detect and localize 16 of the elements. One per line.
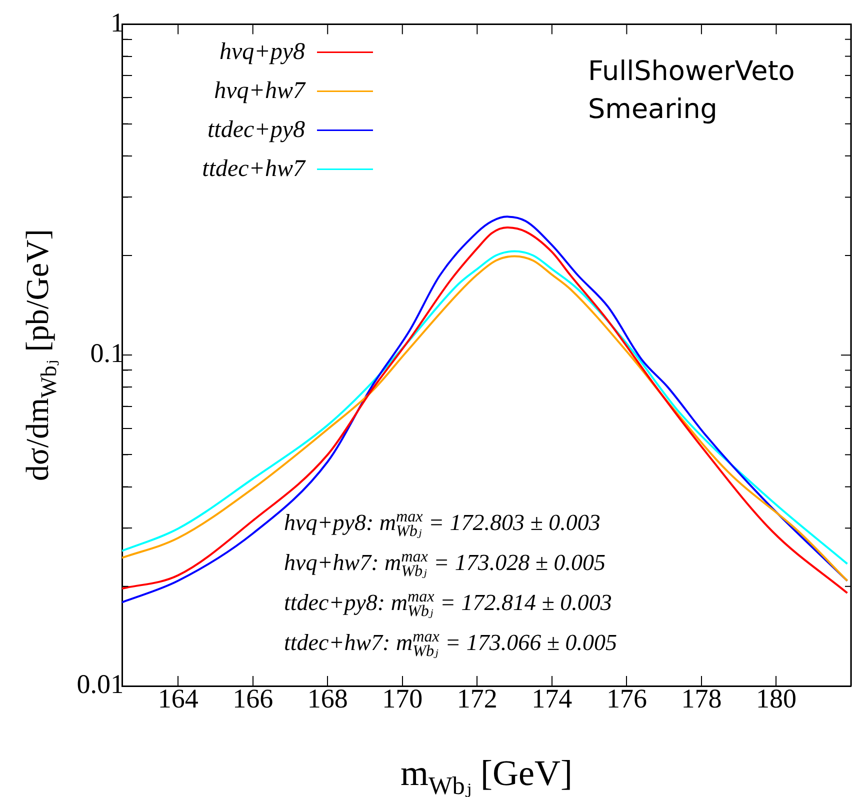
legend-label: ttdec+py8 (208, 117, 306, 144)
x-tick-label: 168 (307, 683, 348, 714)
x-tick-label: 172 (456, 683, 498, 714)
x-tick-label: 164 (158, 683, 199, 714)
annotation: Smearing (588, 94, 718, 125)
legend-label: ttdec+hw7 (202, 156, 306, 182)
legend-label: hvq+py8 (220, 39, 305, 66)
x-tick-label: 166 (232, 683, 274, 714)
annotation: FullShowerVeto (588, 56, 795, 87)
x-tick-label: 180 (756, 683, 796, 714)
x-tick-label: 178 (681, 683, 722, 714)
x-tick-label: 176 (606, 683, 647, 714)
x-tick-label: 174 (532, 683, 573, 714)
y-axis-title: dσ/dmWbⱼ [pb/GeV] (19, 229, 61, 482)
legend-label: hvq+hw7 (214, 78, 306, 104)
x-tick-label: 170 (382, 683, 423, 714)
